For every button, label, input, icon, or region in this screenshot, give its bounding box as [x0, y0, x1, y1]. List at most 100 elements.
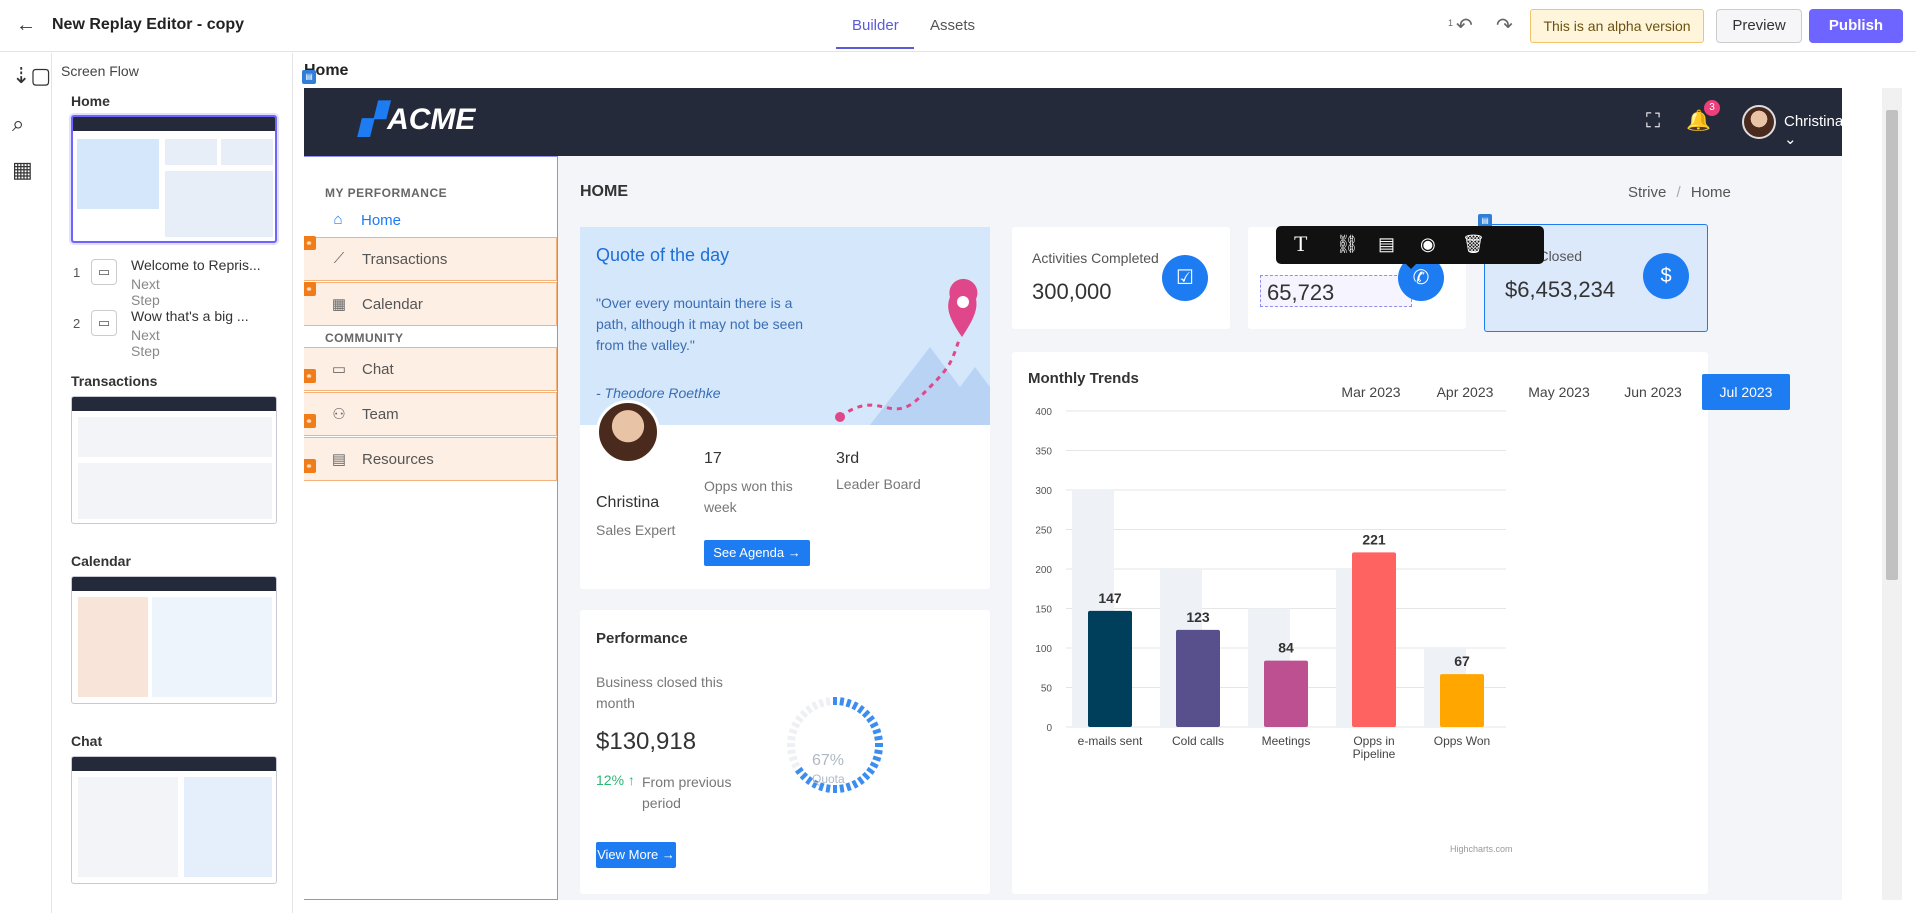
comment-icon: ▭ — [91, 310, 117, 336]
preview-button[interactable]: Preview — [1716, 9, 1802, 43]
scrollbar-thumb[interactable] — [1886, 110, 1898, 580]
link-marker-icon[interactable]: ⚭ — [304, 369, 316, 383]
undo-icon[interactable]: ↶ — [1456, 15, 1473, 37]
bar-value-label: 221 — [1362, 531, 1386, 547]
screen-name-home: Home — [71, 93, 110, 109]
month-apr[interactable]: Apr 2023 — [1436, 384, 1494, 400]
text-icon[interactable]: T — [1294, 231, 1308, 256]
gauge-segment — [845, 698, 852, 708]
link-marker-icon[interactable]: ⚭ — [304, 414, 316, 428]
eye-icon[interactable]: ◉ — [1420, 234, 1436, 254]
calendar-icon[interactable]: ▦ — [12, 157, 33, 182]
link-marker-icon[interactable]: ⚭ — [304, 236, 316, 250]
chart-line-icon: ⟋ — [333, 250, 345, 267]
step-title: Welcome to Repris... — [131, 257, 261, 273]
gauge-segment — [811, 779, 819, 789]
back-arrow-icon[interactable]: ← — [16, 14, 36, 36]
screen-thumbnail-chat[interactable] — [71, 756, 277, 884]
month-mar[interactable]: Mar 2023 — [1341, 384, 1401, 400]
performance-heading: Performance — [596, 630, 688, 647]
bar-value-label: 67 — [1454, 653, 1470, 669]
opps-won-value: 17 — [704, 450, 722, 467]
category-label: Opps Won — [1434, 734, 1490, 748]
view-more-button[interactable]: View More → — [596, 842, 676, 868]
month-may[interactable]: May 2023 — [1528, 384, 1590, 400]
trends-chart: 0 50 100 150 200 250 300 350 400 147 e-mails sent 1… — [1035, 407, 1506, 761]
gauge-segment — [787, 735, 796, 741]
chat-icon: ▭ — [331, 361, 347, 378]
sidebar-item-resources[interactable]: ▤ Resources — [304, 437, 557, 481]
leaderboard-label: Leader Board — [836, 476, 921, 492]
gauge-segment — [825, 697, 831, 706]
y-tick-label: 400 — [1035, 407, 1052, 418]
toolbar-pointer — [1404, 262, 1418, 269]
performance-card: Performance Business closed this month $… — [580, 610, 990, 894]
kpi-label: Activities Completed — [1032, 250, 1159, 266]
gauge-segment — [839, 697, 845, 706]
avatar[interactable] — [1742, 105, 1776, 139]
gauge-segment — [818, 698, 825, 708]
comment-marker-icon[interactable]: ▤ — [302, 70, 316, 84]
performance-change: 12% ↑ — [596, 772, 635, 788]
gauge-segment — [866, 715, 876, 724]
gauge-segment — [811, 701, 819, 711]
fullscreen-icon[interactable]: ⛶ — [1646, 110, 1660, 132]
tab-builder[interactable]: Builder — [852, 17, 899, 34]
gauge-segment — [872, 728, 882, 735]
undo-count: 1 — [1448, 18, 1454, 28]
gauge-segment — [861, 709, 871, 719]
search-icon[interactable]: ⌕ — [12, 111, 25, 136]
checkbox-icon: ☑ — [1162, 255, 1208, 301]
comment-icon[interactable]: ▤ — [1378, 234, 1396, 254]
tab-assets[interactable]: Assets — [930, 17, 976, 34]
redo-icon[interactable]: ↷ — [1496, 15, 1513, 37]
sidebar-item-home[interactable]: ⌂ Home — [304, 199, 557, 243]
gauge-segment — [872, 755, 882, 762]
screen-thumbnail-transactions[interactable] — [71, 396, 277, 524]
user-name[interactable]: Christina ⌄ — [1784, 113, 1842, 148]
bar-value-label: 147 — [1098, 590, 1122, 606]
bell-icon[interactable]: 🔔 — [1686, 110, 1711, 132]
comment-icon: ▭ — [91, 259, 117, 285]
gauge-segment — [856, 776, 865, 786]
team-icon: ⚇ — [332, 406, 346, 423]
gauge-segment — [866, 766, 876, 775]
performance-value: $130,918 — [596, 728, 697, 755]
month-jun[interactable]: Jun 2023 — [1624, 384, 1682, 400]
step-subtitle: Next Step — [131, 327, 160, 359]
gauge-segment — [794, 766, 804, 775]
comment-marker-icon[interactable]: ▤ — [1478, 214, 1492, 228]
screen-thumbnail-home[interactable] — [71, 115, 277, 243]
category-label: Meetings — [1262, 734, 1311, 748]
canvas-scrollbar[interactable] — [1882, 88, 1902, 900]
publish-button[interactable]: Publish — [1809, 9, 1903, 43]
trash-icon[interactable]: 🗑 — [1462, 234, 1485, 254]
see-agenda-button[interactable]: See Agenda → — [704, 540, 810, 566]
bar-value-label: 84 — [1278, 640, 1294, 656]
alpha-notice: This is an alpha version — [1530, 9, 1704, 43]
editor-topbar: ← New Replay Editor - copy Builder Asset… — [0, 0, 1916, 52]
link-marker-icon[interactable]: ⚭ — [304, 282, 316, 296]
y-tick-label: 200 — [1035, 565, 1052, 576]
kpi-value-selected[interactable]: 65,723 — [1260, 275, 1412, 307]
link-marker-icon[interactable]: ⚭ — [304, 459, 316, 473]
profile-avatar — [596, 400, 660, 464]
screen-name-transactions: Transactions — [71, 373, 158, 389]
opps-won-label: Opps won this week — [704, 478, 793, 515]
step-title: Wow that's a big ... — [131, 308, 249, 324]
app-header: ▞ ACME ⛶ 🔔 3 Christina ⌄ — [304, 88, 1842, 156]
sidebar-item-transactions[interactable]: ⟋ Transactions — [304, 237, 557, 281]
link-icon[interactable]: ⛓ — [1336, 234, 1359, 254]
sidebar-item-team[interactable]: ⚇ Team — [304, 392, 557, 436]
bar — [1088, 610, 1132, 727]
resources-icon: ▤ — [331, 451, 347, 468]
month-jul[interactable]: Jul 2023 — [1702, 374, 1790, 410]
monthly-trends-card: Monthly Trends 0 50 100 150 200 250 300 350 400 1… — [1012, 352, 1708, 894]
flow-sort-icon[interactable]: ⇣▢ — [12, 63, 52, 88]
sidebar-item-chat[interactable]: ▭ Chat — [304, 347, 557, 391]
quote-banner: Quote of the day "Over every mountain th… — [580, 227, 990, 425]
screen-thumbnail-calendar[interactable] — [71, 576, 277, 704]
breadcrumb-root[interactable]: Strive — [1628, 184, 1667, 201]
quote-heading: Quote of the day — [596, 245, 730, 265]
sidebar-item-calendar[interactable]: ▦ Calendar — [304, 282, 557, 326]
